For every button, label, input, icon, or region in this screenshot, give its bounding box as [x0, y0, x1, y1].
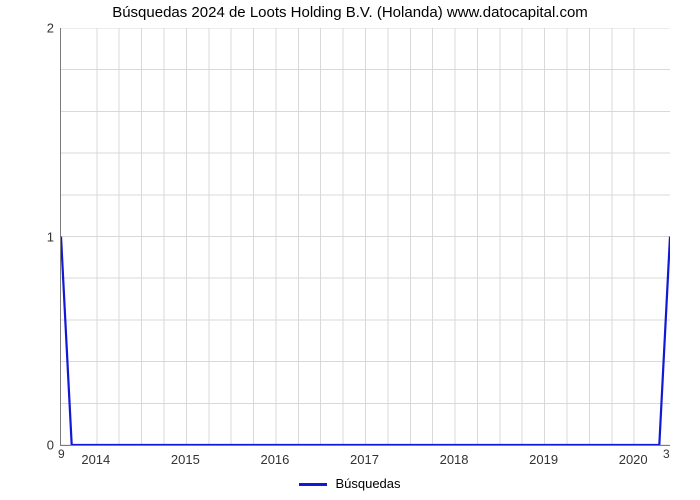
plot-area: [60, 28, 670, 446]
x-tick-label: 2015: [171, 452, 200, 467]
x-tick-label: 2020: [619, 452, 648, 467]
y-tick-label: 1: [14, 229, 54, 244]
legend: Búsquedas: [0, 476, 700, 491]
x-tick-label: 2017: [350, 452, 379, 467]
y-tick-label: 2: [14, 21, 54, 36]
right-end-label: 3: [663, 447, 670, 461]
chart-container: Búsquedas 2024 de Loots Holding B.V. (Ho…: [0, 0, 700, 500]
x-tick-label: 2018: [440, 452, 469, 467]
legend-label: Búsquedas: [335, 476, 400, 491]
y-tick-label: 0: [14, 438, 54, 453]
x-tick-label: 2016: [260, 452, 289, 467]
left-end-label: 9: [58, 447, 65, 461]
x-tick-label: 2019: [529, 452, 558, 467]
legend-swatch: [299, 483, 327, 486]
chart-title: Búsquedas 2024 de Loots Holding B.V. (Ho…: [0, 4, 700, 21]
plot-svg: [61, 28, 670, 445]
grid-lines: [61, 28, 670, 445]
x-tick-label: 2014: [81, 452, 110, 467]
